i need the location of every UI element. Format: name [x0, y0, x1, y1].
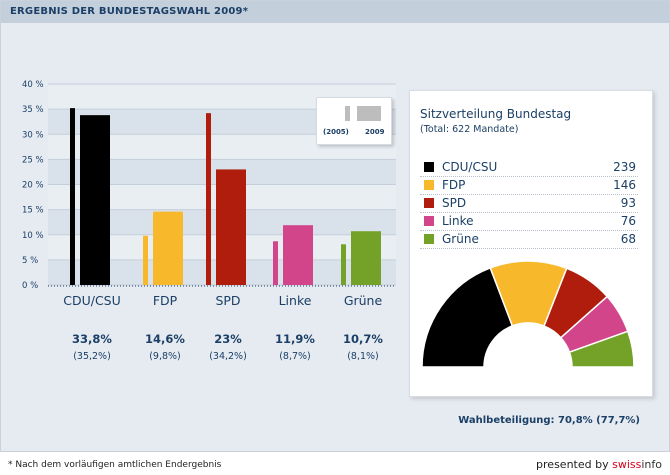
bar-2005-cdu-csu — [70, 108, 75, 286]
bar-2009-spd — [216, 169, 246, 285]
party-seats: 76 — [620, 214, 636, 228]
party-name: Linke — [442, 214, 474, 228]
bar-2005-linke — [273, 241, 278, 285]
party-swatch — [424, 198, 434, 208]
seat-row: Grüne 68 — [420, 231, 638, 249]
y-tick-label: 40 % — [22, 80, 44, 90]
seat-row: Linke 76 — [420, 213, 638, 231]
party-swatch — [424, 234, 434, 244]
bar-2009-cdu-csu — [80, 115, 110, 285]
y-tick-label: 30 % — [22, 130, 44, 140]
category-label: Grüne — [344, 293, 383, 308]
value-label-2009: 10,7% — [343, 332, 383, 346]
value-label-2005: (8,1%) — [347, 351, 379, 362]
seat-table: CDU/CSU 239 FDP 146 SPD 93 Linke 76 Grün… — [420, 159, 638, 249]
year-legend: (2005) 2009 — [316, 97, 392, 145]
chart-title: ERGEBNIS DER BUNDESTAGSWAHL 2009* — [10, 6, 249, 17]
turnout-text: Wahlbeteiligung: 70,8% (77,7%) — [458, 415, 640, 426]
party-seats: 68 — [620, 232, 636, 246]
seat-distribution-panel: Sitzverteilung Bundestag (Total: 622 Man… — [409, 90, 653, 397]
y-tick-label: 25 % — [22, 155, 44, 165]
legend-label-2009: 2009 — [365, 128, 385, 136]
value-label-2005: (9,8%) — [149, 351, 181, 362]
party-swatch — [424, 216, 434, 226]
party-name: SPD — [442, 196, 467, 210]
presented-prefix: presented by — [536, 458, 613, 471]
category-label: FDP — [153, 293, 178, 308]
y-tick-label: 35 % — [22, 105, 44, 115]
value-label-2005: (34,2%) — [209, 351, 247, 362]
hemicycle-segment-gruene — [568, 330, 635, 368]
bar-2005-fdp — [143, 235, 148, 285]
seat-row: CDU/CSU 239 — [420, 159, 638, 177]
seat-panel-title: Sitzverteilung Bundestag — [420, 107, 572, 121]
seat-row: SPD 93 — [420, 195, 638, 213]
bar-2009-linke — [283, 225, 313, 285]
bar-2009-fdp — [153, 211, 183, 285]
party-seats: 146 — [613, 178, 636, 192]
party-swatch — [424, 180, 434, 190]
category-label: CDU/CSU — [63, 293, 121, 308]
party-name: CDU/CSU — [442, 160, 498, 174]
hemicycle-segment-cdu-csu — [421, 266, 514, 368]
brand-logo-part1: swiss — [612, 458, 642, 471]
value-label-2009: 23% — [214, 332, 242, 346]
brand-logo-part2: info — [641, 458, 662, 471]
y-tick-label: 10 % — [22, 231, 44, 241]
party-seats: 93 — [620, 196, 636, 210]
party-seats: 239 — [613, 160, 636, 174]
y-tick-label: 5 % — [22, 256, 38, 266]
value-label-2009: 11,9% — [275, 332, 315, 346]
bar-2009-gruene — [351, 231, 381, 285]
party-name: Grüne — [442, 232, 479, 246]
party-swatch — [424, 162, 434, 172]
category-label: Linke — [279, 293, 312, 308]
presented-by: presented by swissinfo — [536, 458, 662, 471]
category-label: SPD — [215, 293, 240, 308]
value-label-2005: (8,7%) — [279, 351, 311, 362]
party-name: FDP — [442, 178, 466, 192]
legend-swatch-2009 — [357, 106, 381, 121]
y-tick-label: 15 % — [22, 206, 44, 216]
value-label-2009: 33,8% — [72, 332, 112, 346]
y-tick-label: 20 % — [22, 181, 44, 191]
legend-swatch-2005 — [345, 106, 350, 121]
bar-2005-spd — [206, 113, 211, 286]
seat-row: FDP 146 — [420, 177, 638, 195]
bar-2005-gruene — [341, 244, 346, 285]
y-tick-label: 0 % — [22, 281, 38, 291]
seat-hemicycle — [421, 260, 635, 368]
value-label-2009: 14,6% — [145, 332, 185, 346]
legend-label-2005: (2005) — [323, 128, 349, 136]
value-label-2005: (35,2%) — [73, 351, 111, 362]
footnote: * Nach dem vorläufigen amtlichen Enderge… — [8, 460, 222, 470]
seat-panel-subtitle: (Total: 622 Mandate) — [420, 124, 519, 135]
header-bar: ERGEBNIS DER BUNDESTAGSWAHL 2009* — [1, 1, 669, 23]
